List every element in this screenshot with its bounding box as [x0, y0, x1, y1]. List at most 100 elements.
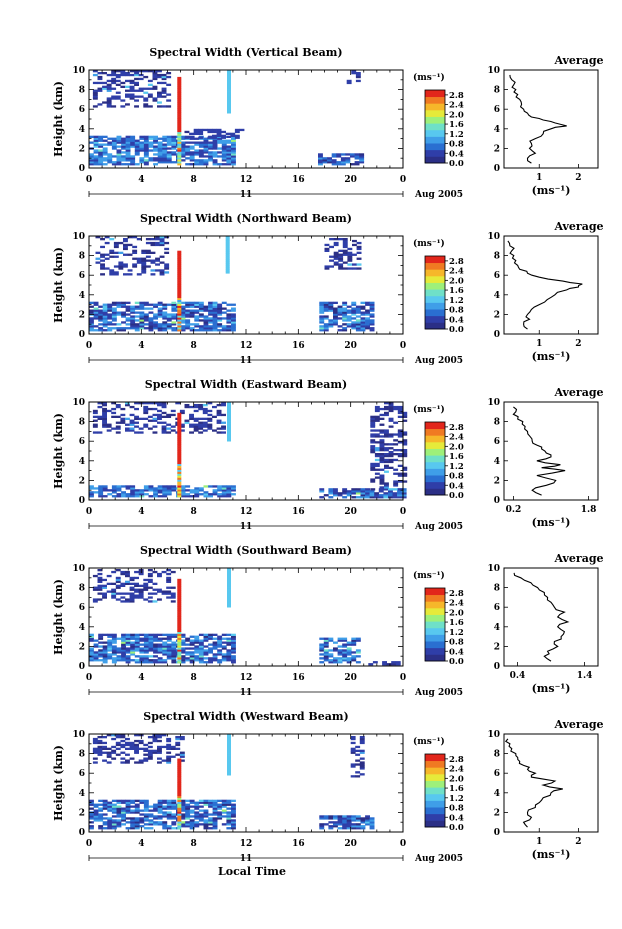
- data-cell: [397, 488, 403, 491]
- x-tick-label: 20: [344, 341, 357, 351]
- streak-cell: [227, 736, 231, 739]
- data-cell: [323, 651, 329, 654]
- data-cell: [221, 329, 227, 332]
- data-cell: [328, 492, 334, 495]
- data-cell: [175, 753, 181, 756]
- data-cell: [198, 151, 204, 154]
- streak-cell: [177, 471, 182, 474]
- data-cell: [185, 805, 191, 808]
- data-cell: [148, 641, 154, 644]
- data-cell: [337, 492, 343, 495]
- data-cell: [143, 485, 149, 488]
- data-cell: [198, 325, 204, 328]
- data-cell: [198, 130, 204, 134]
- data-cell: [166, 487, 172, 490]
- data-cell: [157, 761, 162, 764]
- data-cell: [189, 821, 195, 824]
- data-cell: [198, 136, 204, 139]
- data-cell: [92, 423, 98, 426]
- data-cell: [221, 633, 227, 636]
- streak-cell: [177, 422, 182, 425]
- data-cell: [180, 489, 186, 492]
- data-cell: [338, 249, 344, 252]
- data-cell: [118, 265, 124, 268]
- data-cell: [121, 137, 126, 140]
- data-cell: [143, 487, 149, 490]
- data-cell: [125, 145, 131, 148]
- data-cell: [102, 633, 108, 636]
- data-cell: [93, 313, 99, 316]
- data-cell: [189, 301, 195, 304]
- data-cell: [92, 757, 98, 760]
- data-cell: [179, 423, 185, 426]
- data-cell: [370, 462, 376, 466]
- data-cell: [93, 161, 99, 164]
- data-cell: [152, 77, 158, 81]
- data-cell: [342, 327, 348, 330]
- data-cell: [231, 811, 236, 814]
- data-cell: [328, 825, 334, 828]
- data-cell: [369, 305, 375, 308]
- data-cell: [351, 327, 357, 330]
- colorbar-segment: [425, 435, 445, 443]
- data-cell: [360, 325, 366, 328]
- data-cell: [369, 315, 375, 318]
- data-cell: [102, 87, 107, 90]
- data-cell: [337, 305, 343, 308]
- data-cell: [152, 417, 158, 420]
- panel-title: Spectral Width (Eastward Beam): [145, 378, 347, 391]
- data-cell: [221, 307, 227, 310]
- streak-cell: [227, 583, 231, 586]
- data-cell: [139, 157, 145, 160]
- streak-cell: [177, 92, 182, 95]
- data-cell: [97, 569, 103, 572]
- data-cell: [148, 659, 154, 662]
- data-cell: [208, 311, 213, 314]
- data-cell: [157, 590, 162, 593]
- streak-cell: [227, 429, 231, 432]
- streak-cell: [177, 414, 182, 417]
- colorbar-segment: [425, 109, 445, 117]
- streak-cell: [227, 601, 231, 604]
- profile-frame: [503, 567, 599, 667]
- data-cell: [221, 811, 227, 814]
- data-cell: [148, 805, 154, 808]
- data-cell: [342, 253, 348, 256]
- data-cell: [92, 741, 98, 745]
- data-cell: [203, 323, 209, 326]
- data-cell: [351, 639, 357, 642]
- data-cell: [134, 819, 140, 822]
- data-cell: [98, 815, 104, 818]
- data-cell: [115, 70, 121, 73]
- data-cell: [203, 327, 209, 330]
- data-cell: [89, 825, 94, 828]
- streak-cell: [177, 594, 182, 597]
- data-cell: [180, 639, 186, 642]
- data-cell: [152, 72, 158, 75]
- data-cell: [89, 325, 94, 328]
- data-cell: [226, 141, 232, 144]
- streak-cell: [227, 79, 231, 83]
- streak-cell: [227, 77, 231, 81]
- data-cell: [166, 105, 172, 108]
- data-cell: [98, 157, 104, 160]
- data-cell: [125, 827, 131, 830]
- data-cell: [208, 155, 213, 158]
- data-cell: [180, 821, 186, 824]
- data-cell: [189, 413, 194, 417]
- data-cell: [347, 267, 353, 270]
- data-cell: [134, 576, 139, 580]
- data-cell: [221, 495, 227, 498]
- data-cell: [97, 75, 103, 79]
- data-cell: [157, 811, 163, 814]
- colorbar-tick-label: 0.0: [449, 823, 464, 833]
- data-cell: [134, 149, 140, 152]
- data-cell: [152, 600, 158, 603]
- data-cell: [147, 578, 153, 582]
- data-cell: [116, 649, 122, 652]
- colorbar-tick-label: 2.0: [449, 608, 464, 618]
- data-cell: [393, 433, 399, 436]
- data-cell: [92, 425, 98, 428]
- data-cell: [355, 827, 361, 830]
- data-cell: [143, 97, 149, 100]
